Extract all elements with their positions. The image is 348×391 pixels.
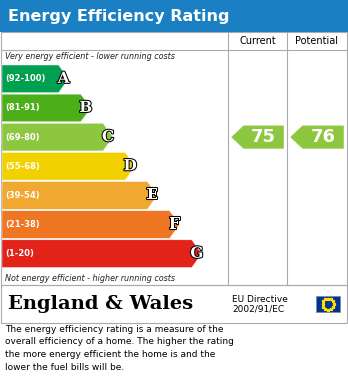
Polygon shape [2,65,69,93]
Text: (92-100): (92-100) [5,74,45,83]
Text: EU Directive: EU Directive [232,294,288,303]
Text: C: C [102,130,114,144]
Bar [0,0,348,32]
Text: D: D [124,159,137,173]
Text: (1-20): (1-20) [5,249,34,258]
Bar [1,32,347,285]
Polygon shape [231,125,284,149]
Polygon shape [2,181,157,209]
Text: B: B [79,101,92,115]
Polygon shape [2,211,180,239]
Bar [316,296,340,312]
Text: 2002/91/EC: 2002/91/EC [232,305,284,314]
Polygon shape [290,125,344,149]
Text: E: E [147,188,158,203]
Text: G: G [190,247,203,261]
Text: (39-54): (39-54) [5,191,40,200]
Text: England & Wales: England & Wales [8,295,193,313]
Polygon shape [2,94,91,122]
Text: Potential: Potential [295,36,339,46]
Bar [1,285,347,323]
Text: 75: 75 [251,128,276,146]
Text: Very energy efficient - lower running costs: Very energy efficient - lower running co… [5,52,175,61]
Text: Not energy efficient - higher running costs: Not energy efficient - higher running co… [5,274,175,283]
Text: (21-38): (21-38) [5,220,40,229]
Text: Current: Current [239,36,276,46]
Text: A: A [58,72,70,86]
Text: Energy Efficiency Rating: Energy Efficiency Rating [8,9,229,23]
Text: 76: 76 [311,128,336,146]
Text: The energy efficiency rating is a measure of the
overall efficiency of a home. T: The energy efficiency rating is a measur… [5,325,234,371]
Polygon shape [2,152,135,180]
Text: (81-91): (81-91) [5,104,40,113]
Text: F: F [169,217,180,231]
Text: (69-80): (69-80) [5,133,40,142]
Polygon shape [2,240,202,267]
Text: (55-68): (55-68) [5,162,40,171]
Polygon shape [2,123,113,151]
